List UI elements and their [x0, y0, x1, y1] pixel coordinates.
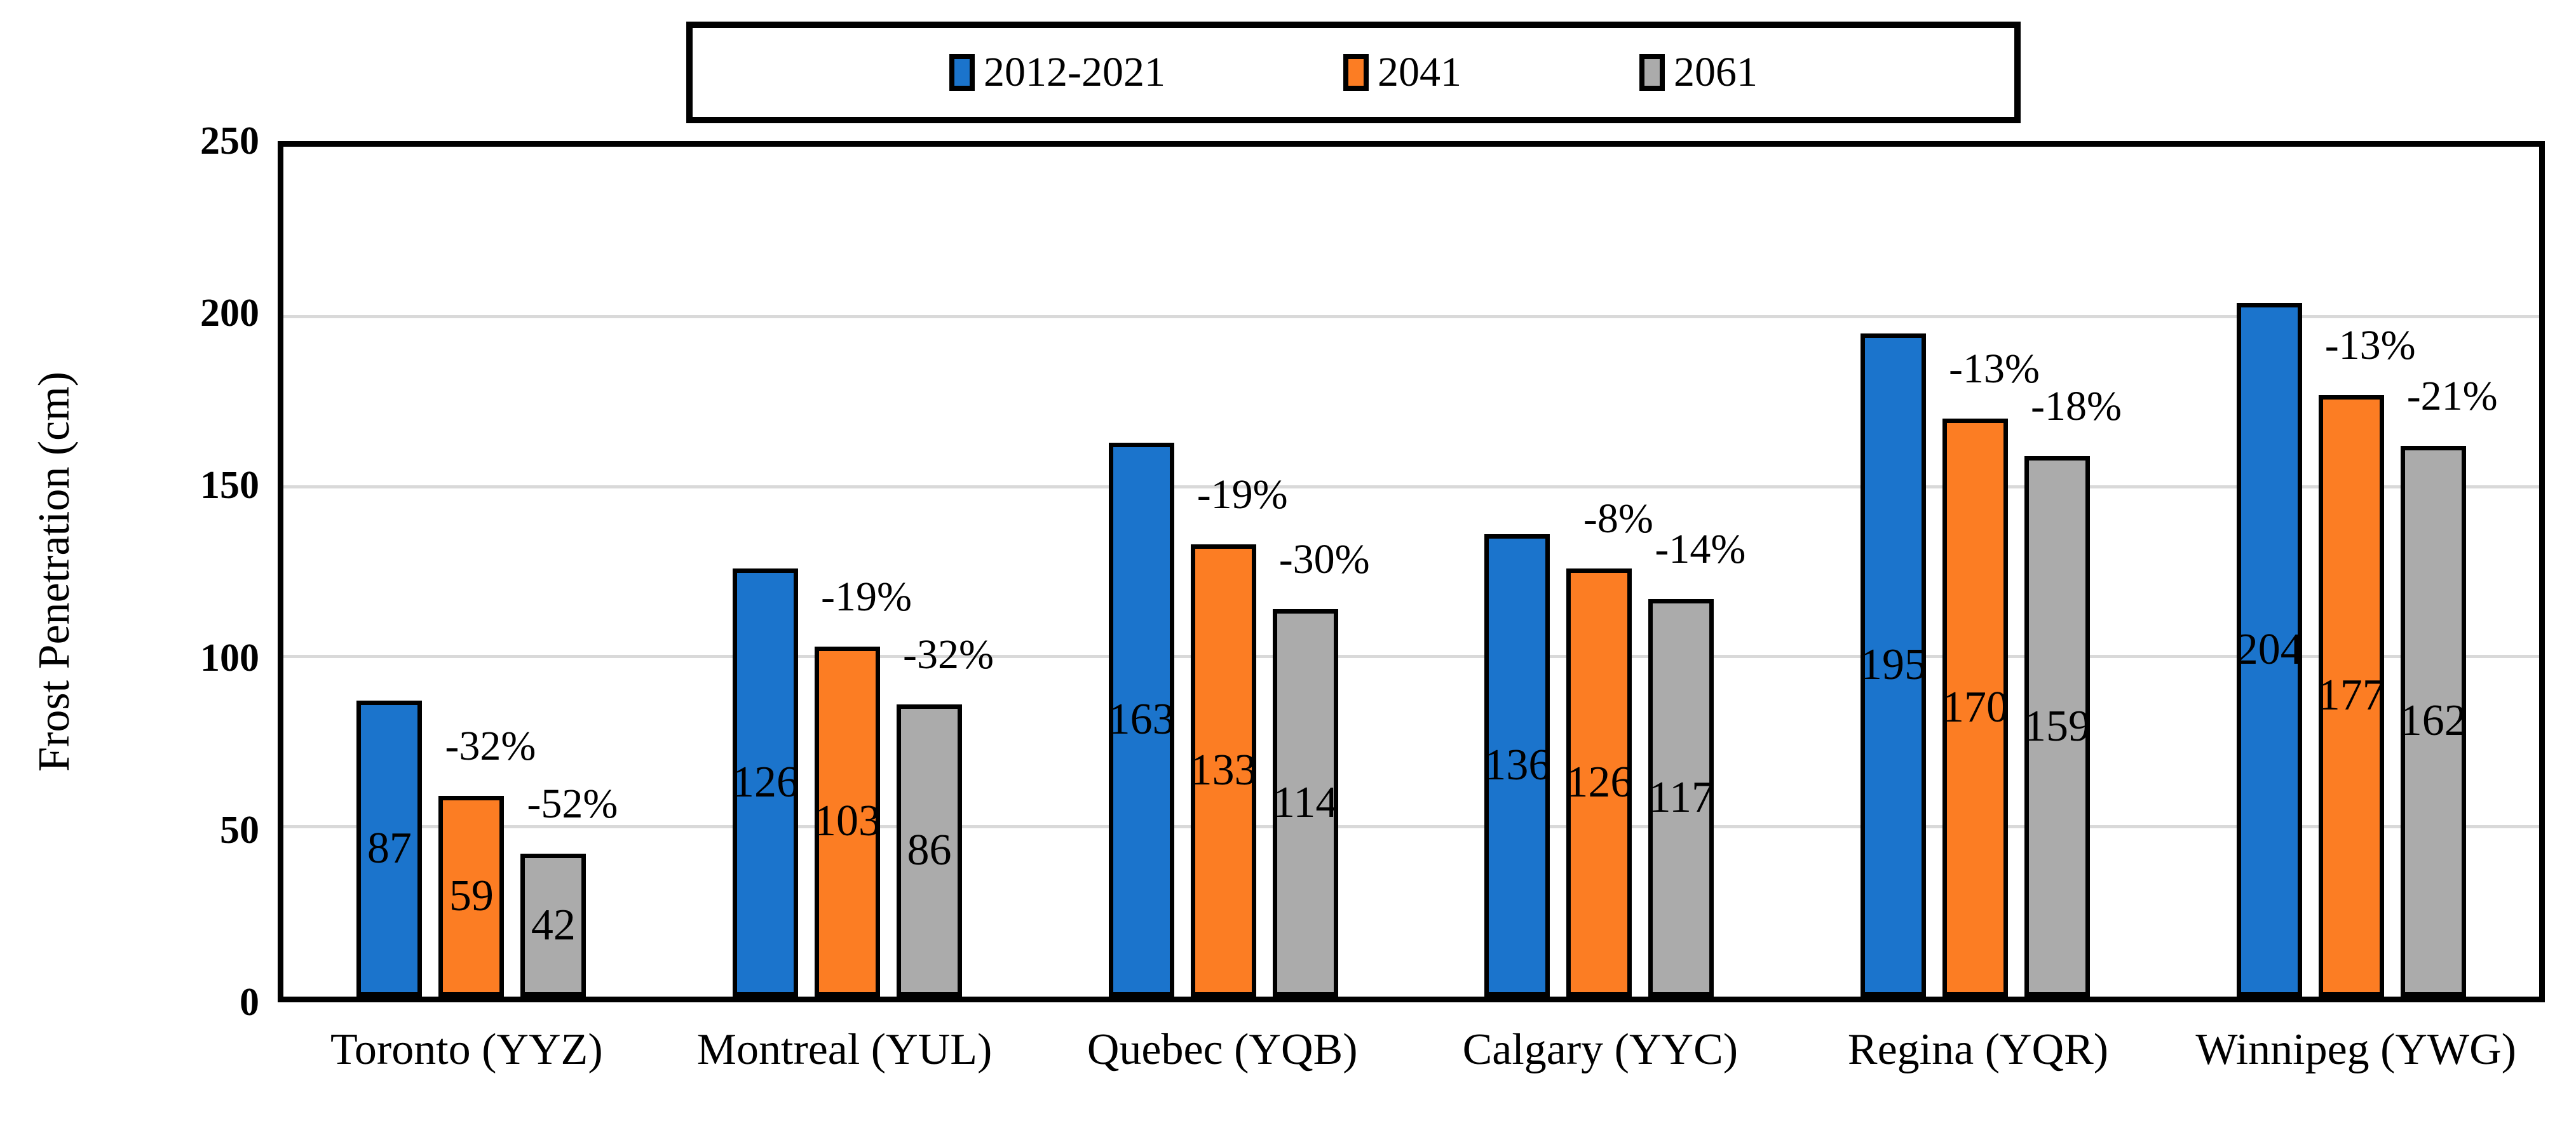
gridline [283, 315, 2539, 319]
bar: 42 -52% [520, 783, 618, 997]
plot-area: 87 59 -32% 42 -52% 126 103 -19% 86 -32% 163 133 -19%… [278, 141, 2545, 1002]
category-group: 163 133 -19% 114 -30% [1035, 147, 1411, 997]
bar-value-label: 126 [1566, 757, 1633, 807]
gridline [283, 655, 2539, 659]
bar: 170 -13% [1942, 348, 2040, 997]
legend-swatch [949, 54, 975, 91]
bar-percent-label: -18% [2031, 383, 2122, 430]
x-axis-category-label: Calgary (YYC) [1462, 1025, 1739, 1074]
bar: 117 -14% [1648, 528, 1746, 997]
y-axis-ticks: 0 50 100 150 200 250 [0, 121, 259, 1022]
bar-value-label: 163 [1108, 694, 1175, 744]
bar: 177 -13% [2317, 324, 2416, 997]
category-group: 126 103 -19% 86 -32% [660, 147, 1036, 997]
bar-value-label: 87 [367, 824, 412, 873]
x-axis-category-labels: Toronto (YYZ) Montreal (YUL) Quebec (YQB) C… [278, 1025, 2545, 1074]
category-group: 136 126 -8% 117 -14% [1411, 147, 1787, 997]
bar-percent-label: -19% [821, 573, 912, 620]
bar: 126 [732, 568, 799, 997]
y-axis-tick-label: 100 [200, 636, 259, 680]
bar-value-label: 114 [1272, 777, 1338, 827]
bar: 103 -19% [814, 575, 912, 997]
y-axis-tick-label: 150 [200, 464, 259, 508]
bar-value-label: 126 [732, 757, 799, 807]
x-axis-category-label: Quebec (YQB) [1087, 1025, 1358, 1074]
legend-item: 2012-2021 [949, 51, 1165, 93]
bar: 86 -32% [897, 633, 994, 997]
legend-label: 2061 [1673, 49, 1758, 95]
bar: 59 -32% [438, 725, 536, 997]
legend-swatch [1639, 54, 1665, 91]
legend-swatch [1343, 54, 1369, 91]
bar-value-label: 204 [2235, 625, 2303, 675]
bar: 162 -21% [2399, 375, 2498, 997]
category-group: 87 59 -32% 42 -52% [283, 147, 660, 997]
gridline [283, 485, 2539, 488]
bar-percent-label: -8% [1583, 495, 1653, 542]
plot-area-inner: 87 59 -32% 42 -52% 126 103 -19% 86 -32% 163 133 -19%… [283, 147, 2539, 997]
bar-percent-label: -21% [2406, 372, 2498, 419]
bar-value-label: 42 [531, 900, 576, 950]
legend-label: 2041 [1377, 49, 1461, 95]
bar-value-label: 103 [814, 797, 881, 846]
y-axis-tick-label: 0 [240, 981, 259, 1024]
bar-percent-label: -14% [1655, 525, 1746, 572]
gridline [283, 824, 2539, 828]
bar: 126 -8% [1566, 497, 1653, 997]
bar: 204 [2235, 303, 2303, 997]
bar-value-label: 170 [1942, 683, 2009, 732]
bar-percent-label: -52% [527, 781, 618, 828]
bar-value-label: 195 [1860, 640, 1927, 690]
x-axis-category-label: Regina (YQR) [1847, 1025, 2109, 1074]
bar-value-label: 136 [1484, 741, 1551, 790]
bar-percent-label: -13% [1949, 346, 2040, 393]
y-axis-tick-label: 200 [200, 292, 259, 335]
bar-value-label: 59 [449, 871, 494, 921]
bar-percent-label: -32% [445, 723, 536, 770]
bar-percent-label: -13% [2324, 321, 2416, 368]
x-axis-category-label: Winnipeg (YWG) [2195, 1025, 2516, 1074]
bar: 163 [1108, 442, 1175, 997]
bar-percent-label: -32% [903, 631, 994, 678]
bar-value-label: 177 [2317, 671, 2385, 720]
bar: 159 -18% [2024, 386, 2122, 997]
x-axis-category-label: Montreal (YUL) [696, 1025, 993, 1074]
bar-percent-label: -30% [1278, 535, 1370, 582]
y-axis-tick-label: 250 [200, 119, 259, 163]
bar-value-label: 133 [1190, 746, 1257, 795]
x-axis-category-label: Toronto (YYZ) [330, 1025, 603, 1074]
legend-item: 2041 [1343, 51, 1461, 93]
legend-item: 2061 [1639, 51, 1758, 93]
legend-label: 2012-2021 [984, 49, 1165, 95]
bar-value-label: 86 [907, 825, 952, 875]
bar-value-label: 162 [2399, 696, 2467, 746]
chart-legend: 2012-2021 2041 2061 [686, 22, 2021, 123]
bar: 87 [356, 701, 423, 997]
bar: 133 -19% [1190, 474, 1288, 997]
bar: 114 -30% [1272, 538, 1370, 997]
bar-percent-label: -19% [1196, 471, 1288, 518]
bar: 136 [1484, 534, 1550, 997]
bar-groups: 87 59 -32% 42 -52% 126 103 -19% 86 -32% 163 133 -19%… [283, 147, 2539, 997]
category-group: 195 170 -13% 159 -18% [1787, 147, 2164, 997]
bar-value-label: 159 [2024, 701, 2091, 751]
bar: 195 [1860, 333, 1927, 997]
y-axis-tick-label: 50 [220, 808, 259, 852]
category-group: 204 177 -13% 162 -21% [2163, 147, 2539, 997]
bar-value-label: 117 [1648, 772, 1714, 822]
